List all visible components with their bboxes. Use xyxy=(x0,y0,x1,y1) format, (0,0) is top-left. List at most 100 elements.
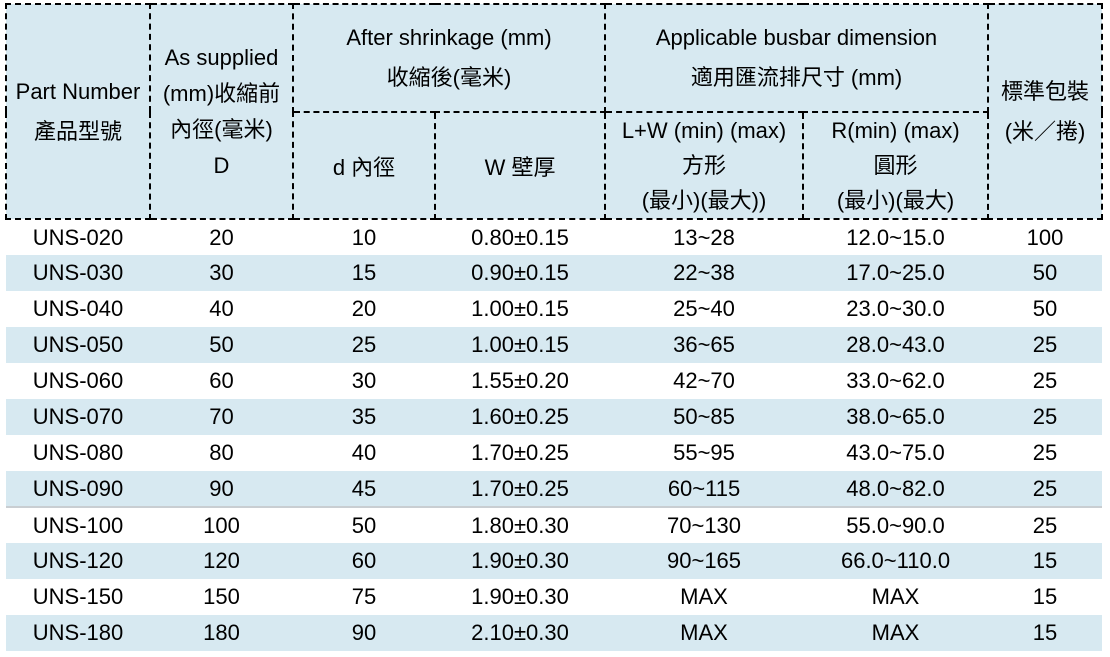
header-line: (mm)收縮前 xyxy=(162,80,281,106)
table-row: UNS-070 70 35 1.60±0.25 50~85 38.0~65.0 25 xyxy=(6,399,1103,435)
cell-part-number: UNS-100 xyxy=(6,506,150,543)
cell-as-supplied-diameter: 180 xyxy=(203,620,240,645)
cell-packaging-length: 25 xyxy=(1032,332,1058,357)
header-line: D xyxy=(213,152,230,178)
cell-packaging-length: 25 xyxy=(1032,440,1058,465)
col-header-r-range: R(min) (max) 圓形 (最小)(最大) xyxy=(802,111,990,220)
cell-busbar-r-range: 28.0~43.0 xyxy=(846,332,945,357)
cell-wall-thickness: 1.00±0.15 xyxy=(471,296,569,321)
cell-as-supplied-diameter: 70 xyxy=(209,404,234,429)
header-line: 適用匯流排尺寸 (mm) xyxy=(690,65,903,90)
header-line: R(min) (max) xyxy=(831,118,960,143)
col-header-shrunk-diameter: d 內徑 xyxy=(292,111,436,220)
cell-shrunk-inner-diameter: 35 xyxy=(351,404,377,429)
cell-busbar-r-range: MAX xyxy=(871,584,920,609)
cell-shrunk-inner-diameter: 20 xyxy=(351,296,377,321)
header-line: 內徑(毫米) xyxy=(170,116,273,142)
cell-as-supplied-diameter: 20 xyxy=(209,224,234,250)
cell-busbar-lw-range: MAX xyxy=(680,620,728,645)
cell-part-number: UNS-030 xyxy=(32,260,124,285)
cell-shrunk-inner-diameter: 45 xyxy=(351,475,377,501)
table-body: UNS-020 20 10 0.80±0.15 13~28 12.0~15.0 100 UNS… xyxy=(6,219,1103,651)
table-row: UNS-030 30 15 0.90±0.15 22~38 17.0~25.0 50 xyxy=(6,255,1103,291)
cell-busbar-lw-range: 22~38 xyxy=(673,260,735,285)
cell-wall-thickness: 1.00±0.15 xyxy=(471,332,569,357)
cell-wall-thickness: 1.70±0.25 xyxy=(471,440,569,465)
header-line: 標準包裝 xyxy=(1001,78,1090,104)
cell-wall-thickness: 0.80±0.15 xyxy=(471,224,569,250)
cell-shrunk-inner-diameter: 15 xyxy=(351,260,377,285)
cell-shrunk-inner-diameter: 30 xyxy=(351,368,377,393)
cell-as-supplied-diameter: 40 xyxy=(209,296,234,321)
table-row: UNS-060 60 30 1.55±0.20 42~70 33.0~62.0 25 xyxy=(6,363,1102,399)
table-row: UNS-100 100 50 1.80±0.30 70~130 55.0~90.0 25 xyxy=(6,506,1103,543)
cell-as-supplied-diameter: 90 xyxy=(209,475,234,501)
cell-part-number: UNS-180 xyxy=(32,620,124,645)
cell-shrunk-inner-diameter: 25 xyxy=(351,332,377,357)
cell-as-supplied-diameter: 100 xyxy=(150,506,293,543)
table-row: UNS-120 120 60 1.90±0.30 90~165 66.0~110.0 15 xyxy=(6,543,1103,579)
cell-busbar-lw-range: MAX xyxy=(680,584,728,609)
cell-as-supplied-diameter: 60 xyxy=(209,368,234,393)
cell-shrunk-inner-diameter: 10 xyxy=(351,224,377,250)
table-row: UNS-090 90 45 1.70±0.25 60~115 48.0~82.0 25 xyxy=(6,471,1103,507)
cell-part-number: UNS-040 xyxy=(32,296,124,321)
header-line: Applicable busbar dimension xyxy=(655,25,938,50)
cell-wall-thickness: 1.55±0.20 xyxy=(471,368,569,393)
cell-packaging-length: 25 xyxy=(1032,475,1058,501)
cell-busbar-r-range: 66.0~110.0 xyxy=(840,548,951,573)
cell-part-number: UNS-080 xyxy=(32,440,124,465)
cell-packaging-length: 25 xyxy=(1032,368,1058,393)
cell-shrunk-inner-diameter: 90 xyxy=(351,620,377,645)
header-line: (米／捲) xyxy=(1004,118,1086,144)
header-line: 方形 xyxy=(682,153,727,178)
table-row: UNS-050 50 25 1.00±0.15 36~65 28.0~43.0 25 xyxy=(6,327,1103,363)
header-line: L+W (min) (max) xyxy=(621,118,787,143)
col-header-wall-thickness: W 壁厚 xyxy=(433,111,607,220)
cell-part-number: UNS-060 xyxy=(32,368,124,393)
cell-wall-thickness: 1.90±0.30 xyxy=(471,548,569,573)
col-header-as-supplied: As supplied (mm)收縮前 內徑(毫米) D xyxy=(149,3,294,220)
cell-wall-thickness: 1.60±0.25 xyxy=(471,404,569,429)
cell-packaging-length: 15 xyxy=(1032,620,1058,645)
cell-packaging-length: 15 xyxy=(1032,584,1058,609)
col-header-part-number: Part Number 產品型號 xyxy=(5,3,151,220)
cell-wall-thickness: 1.70±0.25 xyxy=(471,475,569,501)
cell-part-number: UNS-050 xyxy=(32,332,124,357)
cell-busbar-r-range: 33.0~62.0 xyxy=(846,368,945,393)
group-header-after-shrinkage: After shrinkage (mm) 收縮後(毫米) xyxy=(291,3,607,113)
cell-packaging-length: 15 xyxy=(1032,548,1058,573)
cell-as-supplied-diameter: 80 xyxy=(209,440,234,465)
cell-as-supplied-diameter: 120 xyxy=(203,548,240,573)
cell-busbar-lw-range: 70~130 xyxy=(605,506,804,543)
table-row: UNS-080 80 40 1.70±0.25 55~95 43.0~75.0 25 xyxy=(6,435,1102,471)
cell-wall-thickness: 1.80±0.30 xyxy=(435,506,606,543)
header-line: 產品型號 xyxy=(33,118,122,144)
cell-part-number: UNS-020 xyxy=(32,224,124,250)
cell-wall-thickness: 1.90±0.30 xyxy=(471,584,569,609)
cell-busbar-r-range: 48.0~82.0 xyxy=(846,475,945,501)
cell-as-supplied-diameter: 150 xyxy=(203,584,240,609)
cell-shrunk-inner-diameter: 50 xyxy=(293,506,435,543)
cell-packaging-length: 25 xyxy=(1032,404,1058,429)
header-line: (最小)(最大) xyxy=(836,188,955,213)
cell-part-number: UNS-120 xyxy=(32,548,124,573)
cell-busbar-r-range: 55.0~90.0 xyxy=(803,506,989,543)
cell-wall-thickness: 2.10±0.30 xyxy=(471,620,569,645)
cell-part-number: UNS-090 xyxy=(32,475,124,501)
cell-packaging-length: 50 xyxy=(1032,296,1058,321)
cell-wall-thickness: 0.90±0.15 xyxy=(471,260,569,285)
header-group-row: Part Number 產品型號 As supplied (mm)收縮前 內徑(… xyxy=(5,3,1104,220)
cell-busbar-lw-range: 42~70 xyxy=(673,368,735,393)
header-line: Part Number xyxy=(15,78,141,104)
table-row: UNS-020 20 10 0.80±0.15 13~28 12.0~15.0 100 xyxy=(6,219,1102,255)
header-line: 圓形 xyxy=(873,153,918,178)
cell-busbar-lw-range: 13~28 xyxy=(673,224,735,250)
cell-shrunk-inner-diameter: 75 xyxy=(351,584,377,609)
cell-shrunk-inner-diameter: 40 xyxy=(351,440,377,465)
cell-busbar-lw-range: 55~95 xyxy=(673,440,735,465)
cell-packaging-length: 25 xyxy=(988,506,1103,543)
group-header-busbar-dimension: Applicable busbar dimension 適用匯流排尺寸 (mm) xyxy=(604,3,990,113)
cell-busbar-r-range: 17.0~25.0 xyxy=(846,260,945,285)
table-header: Part Number 產品型號 As supplied (mm)收縮前 內徑(… xyxy=(5,3,1104,220)
